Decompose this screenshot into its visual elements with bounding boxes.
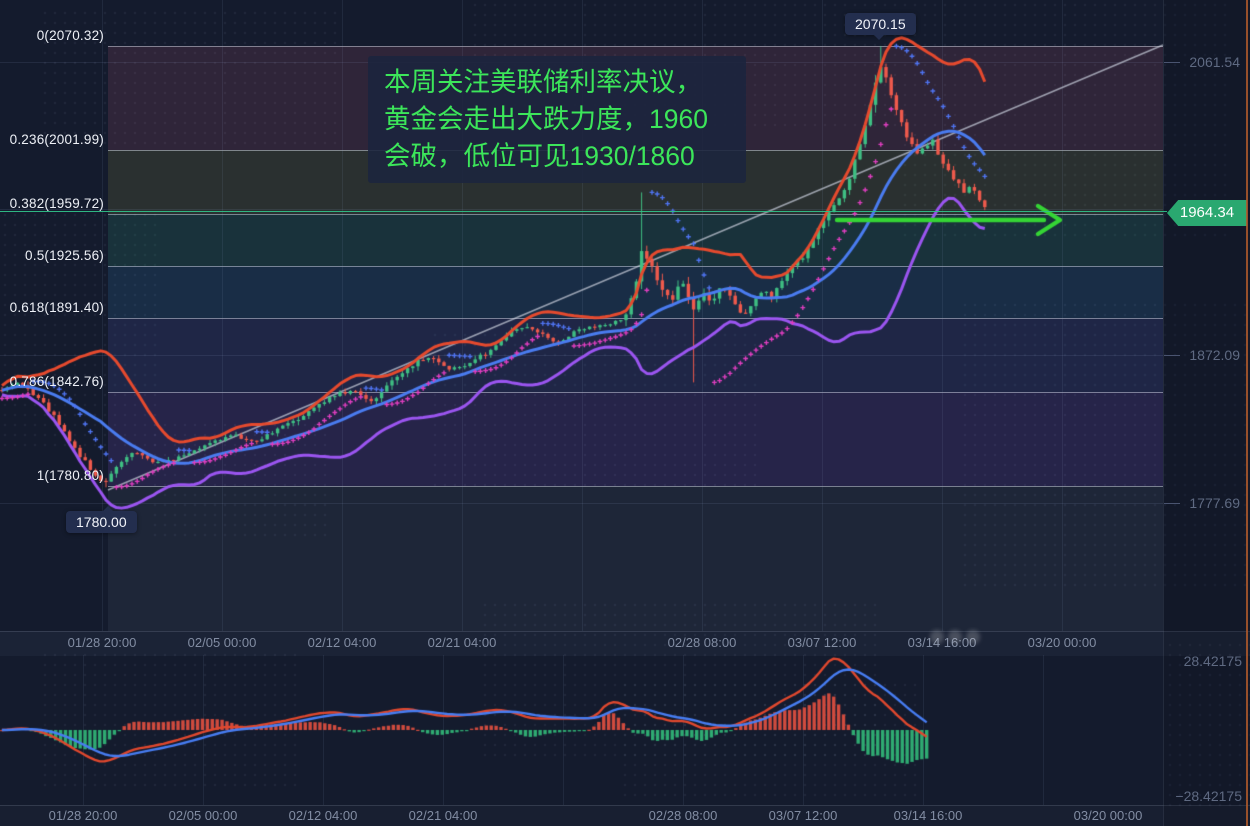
price-tick [1164, 355, 1180, 356]
price-axis-gutter[interactable] [1163, 0, 1250, 826]
watermark-dot [966, 630, 980, 644]
indicator-axis-label: 28.42175 [1183, 653, 1242, 669]
time-axis-label: 02/21 04:00 [408, 808, 478, 823]
time-axis-label: 02/28 08:00 [667, 635, 737, 650]
price-axis-label: 1777.69 [1189, 495, 1240, 511]
time-axis-label: 01/28 20:00 [67, 635, 137, 650]
time-axis-label: 02/21 04:00 [427, 635, 497, 650]
time-axis-label: 03/20 00:00 [1073, 808, 1143, 823]
current-price-badge: 1964.34 [1167, 200, 1247, 226]
price-tick [1164, 503, 1180, 504]
price-axis-label: 1872.09 [1189, 347, 1240, 363]
axis-edge-highlight [1246, 0, 1248, 826]
watermark-dot [948, 630, 962, 644]
note-line-3: 会破，低位可见1930/1860 [384, 141, 695, 171]
time-axis-label: 02/28 08:00 [648, 808, 718, 823]
time-axis-label: 03/20 00:00 [1027, 635, 1097, 650]
price-axis-label: 2061.54 [1189, 54, 1240, 70]
current-price-line [0, 211, 1167, 212]
time-axis-label: 03/07 12:00 [768, 808, 838, 823]
time-axis-label: 03/07 12:00 [787, 635, 857, 650]
time-axis-label: 02/12 04:00 [307, 635, 377, 650]
time-axis-label: 03/14 16:00 [907, 635, 977, 650]
note-line-1: 本周关注美联储利率决议， [384, 67, 702, 97]
high-price-value: 2070.15 [855, 16, 906, 32]
time-axis-label: 02/05 00:00 [187, 635, 257, 650]
time-axis-label: 01/28 20:00 [48, 808, 118, 823]
time-axis-label: 03/14 16:00 [893, 808, 963, 823]
time-axis-label: 02/05 00:00 [168, 808, 238, 823]
note-line-2: 黄金会走出大跌力度，1960 [384, 104, 708, 134]
price-tick [1164, 62, 1180, 63]
high-price-tooltip: 2070.15 [845, 13, 916, 40]
sub-time-axis[interactable] [0, 805, 1250, 826]
macd-indicator-canvas[interactable] [0, 655, 1250, 805]
indicator-axis-label: −28.42175 [1175, 788, 1242, 804]
tooltip-pointer-up [102, 500, 114, 512]
watermark-dot [930, 630, 944, 644]
tooltip-pointer-down [873, 34, 885, 46]
low-price-value: 1780.00 [76, 514, 127, 530]
analysis-note-drawing[interactable]: 本周关注美联储利率决议， 黄金会走出大跌力度，1960 会破，低位可见1930/… [368, 56, 746, 183]
main-time-axis[interactable] [0, 631, 1250, 656]
low-price-tooltip: 1780.00 [66, 506, 137, 533]
time-axis-label: 02/12 04:00 [288, 808, 358, 823]
